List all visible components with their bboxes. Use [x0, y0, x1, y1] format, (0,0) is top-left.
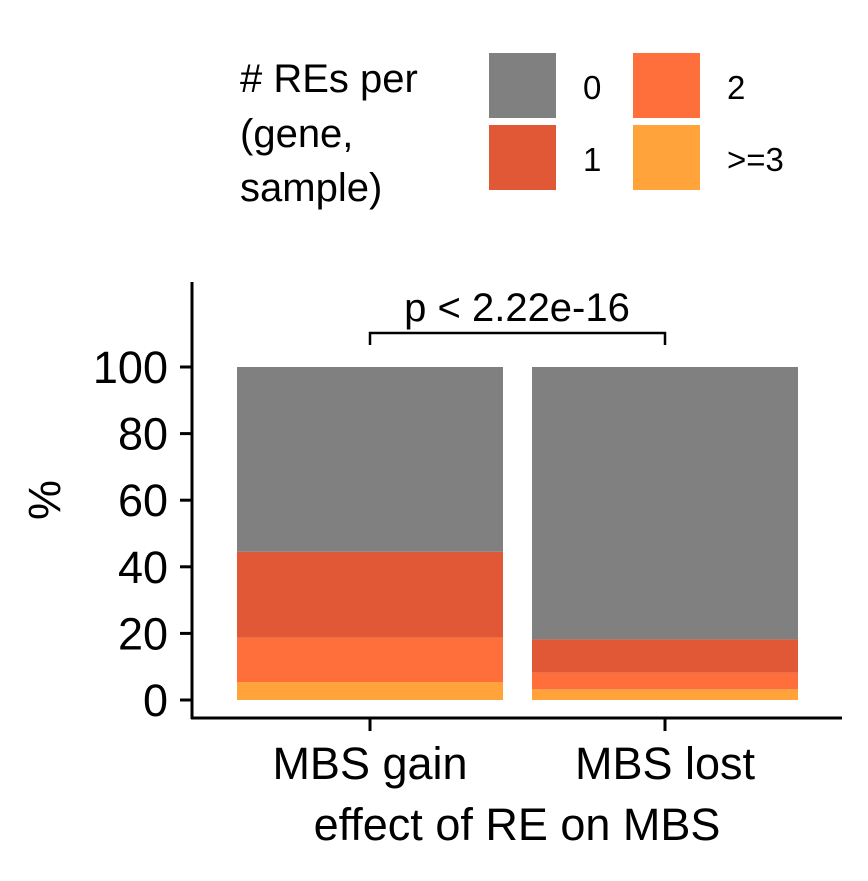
bar-mbs-lost-2 [532, 672, 798, 690]
bar-mbs-lost-0 [532, 367, 798, 640]
legend-label-1: 1 [583, 141, 601, 178]
legend-label-0: 0 [583, 69, 601, 106]
legend-key-1 [489, 125, 556, 190]
legend-key-0 [489, 53, 556, 118]
bar-mbs-lost-1 [532, 639, 798, 673]
y-tick-label-20: 20 [118, 608, 168, 659]
significance-annotation: p < 2.22e-16 [368, 286, 667, 345]
legend-title-line-3: sample) [240, 166, 382, 210]
legend-label-2: 2 [727, 69, 745, 106]
legend-label-3: >=3 [727, 141, 784, 178]
legend-title-line-2: (gene, [240, 112, 353, 156]
bar-mbs-gain-ge3 [237, 682, 503, 700]
legend: # REs per (gene, sample) 0 1 2 >=3 [240, 53, 784, 210]
x-ticks-group: MBS gain MBS lost [272, 718, 756, 789]
bar-mbs-gain-1 [237, 551, 503, 638]
legend-key-2 [633, 53, 700, 118]
y-tick-label-60: 60 [118, 475, 168, 526]
y-ticks-group: 0 20 40 60 80 100 [93, 342, 192, 726]
y-tick-label-80: 80 [118, 409, 168, 460]
x-tick-label-mbs-lost: MBS lost [575, 738, 756, 789]
y-axis-label: % [19, 480, 70, 520]
y-tick-label-40: 40 [118, 542, 168, 593]
x-tick-label-mbs-gain: MBS gain [272, 738, 467, 789]
y-tick-label-0: 0 [143, 675, 168, 726]
bars-group [237, 367, 798, 700]
x-axis-label: effect of RE on MBS [314, 799, 721, 850]
legend-title-line-1: # REs per [240, 57, 418, 101]
y-tick-label-100: 100 [93, 342, 168, 393]
bar-mbs-gain-2 [237, 637, 503, 683]
legend-key-3 [633, 125, 700, 190]
p-value-label: p < 2.22e-16 [404, 286, 630, 330]
bar-mbs-lost-ge3 [532, 689, 798, 700]
significance-bracket [368, 331, 667, 345]
bar-mbs-gain-0 [237, 367, 503, 552]
